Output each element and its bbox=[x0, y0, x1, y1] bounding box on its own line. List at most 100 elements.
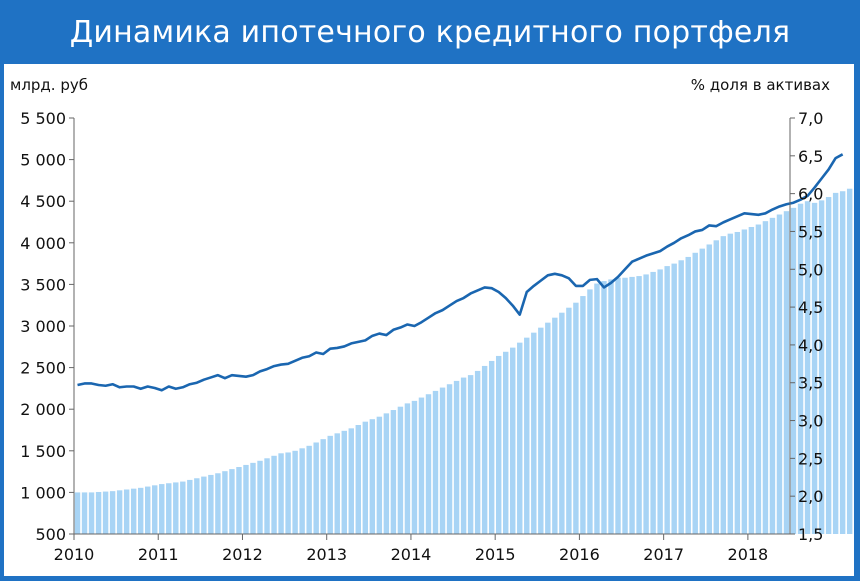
bar-mark bbox=[222, 471, 228, 534]
bar-mark bbox=[797, 203, 804, 534]
bar-mark bbox=[292, 450, 298, 534]
bar-mark bbox=[95, 491, 102, 534]
bar-mark bbox=[257, 460, 263, 534]
bar-mark bbox=[390, 410, 397, 534]
bar-mark bbox=[580, 296, 586, 534]
x-tick-label: 2012 bbox=[222, 545, 263, 564]
bar-mark bbox=[811, 202, 818, 535]
bar-mark bbox=[418, 397, 425, 534]
bar-mark bbox=[699, 248, 705, 534]
bar-mark bbox=[446, 384, 453, 534]
bar-mark bbox=[320, 439, 326, 534]
bar-mark bbox=[81, 492, 88, 534]
left-tick-label: 500 bbox=[35, 525, 66, 544]
bar-mark bbox=[145, 486, 151, 534]
bar-mark bbox=[846, 188, 853, 534]
bar-mark bbox=[671, 263, 677, 534]
bar-mark bbox=[783, 211, 790, 534]
bar-mark bbox=[173, 482, 179, 534]
left-tick-label: 1 500 bbox=[20, 442, 66, 461]
x-tick-label: 2013 bbox=[306, 545, 347, 564]
bar-mark bbox=[327, 435, 333, 534]
bar-mark bbox=[573, 302, 579, 534]
plot-panel: 5 500 5 000 4 500 4 000 3 500 3 000 2 500 2 000… bbox=[4, 64, 854, 576]
right-tick-label: 5,0 bbox=[798, 260, 823, 279]
right-tick-label: 7,0 bbox=[798, 109, 823, 128]
bar-mark bbox=[376, 416, 383, 534]
bar-mark bbox=[285, 452, 291, 534]
bar-mark bbox=[601, 281, 607, 534]
bar-mark bbox=[587, 289, 593, 534]
left-tick-label: 5 000 bbox=[20, 151, 66, 170]
bar-mark bbox=[531, 332, 537, 534]
x-tick-label: 2014 bbox=[391, 545, 432, 564]
right-tick-label: 5,5 bbox=[798, 222, 823, 241]
bar-mark bbox=[74, 492, 81, 534]
bar-mark bbox=[201, 476, 207, 534]
bar-mark bbox=[474, 370, 481, 534]
bar-mark bbox=[713, 240, 719, 535]
bar-mark bbox=[769, 217, 776, 534]
chart-svg: 5 500 5 000 4 500 4 000 3 500 3 000 2 500 2 000… bbox=[10, 76, 854, 564]
bar-mark bbox=[727, 233, 734, 534]
right-tick-label: 4,0 bbox=[798, 336, 823, 355]
x-tick-label: 2018 bbox=[728, 545, 769, 564]
bar-mark bbox=[552, 317, 558, 534]
bar-mark bbox=[706, 244, 712, 534]
bar-mark bbox=[271, 455, 277, 534]
bar-mark bbox=[510, 347, 516, 534]
bar-mark bbox=[362, 421, 369, 534]
right-tick-label: 2,0 bbox=[798, 487, 823, 506]
bar-mark bbox=[299, 448, 305, 534]
bar-mark bbox=[503, 351, 509, 534]
bar-mark bbox=[341, 430, 347, 534]
right-tick-label: 2,5 bbox=[798, 449, 823, 468]
bar-mark bbox=[495, 355, 502, 534]
bar-mark bbox=[229, 469, 235, 534]
bar-mark bbox=[397, 406, 404, 534]
bar-mark bbox=[264, 458, 270, 534]
bar-mark bbox=[650, 271, 656, 534]
bar-mark bbox=[432, 390, 439, 534]
x-tick-label: 2010 bbox=[54, 545, 95, 564]
bar-mark bbox=[762, 221, 769, 535]
bar-mark bbox=[832, 192, 839, 534]
bar-mark bbox=[250, 462, 256, 534]
bar-mark bbox=[825, 197, 832, 535]
bar-mark bbox=[439, 387, 446, 534]
bar-mark bbox=[215, 473, 221, 534]
series-line bbox=[77, 153, 844, 392]
bar-mark bbox=[306, 445, 312, 534]
bar-mark bbox=[741, 229, 748, 535]
x-tick-label: 2016 bbox=[559, 545, 600, 564]
bar-mark bbox=[243, 464, 249, 534]
bar-mark bbox=[116, 490, 123, 534]
bar-mark bbox=[734, 231, 741, 535]
bar-mark bbox=[790, 207, 797, 535]
bar-mark bbox=[748, 226, 755, 535]
bar-mark bbox=[313, 442, 319, 534]
bar-mark bbox=[839, 191, 846, 534]
bar-mark bbox=[517, 342, 523, 534]
right-axis-unit: % доля в активах bbox=[691, 76, 830, 94]
bar-mark bbox=[152, 485, 158, 534]
bar-mark bbox=[467, 375, 474, 534]
x-tick-label: 2017 bbox=[643, 545, 684, 564]
bar-mark bbox=[664, 266, 670, 534]
bar-mark bbox=[460, 377, 467, 534]
left-axis-unit: млрд. руб bbox=[10, 76, 88, 94]
x-tick-label: 2015 bbox=[475, 545, 516, 564]
bar-mark bbox=[411, 400, 418, 534]
right-tick-label: 3,0 bbox=[798, 412, 823, 431]
right-tick-label: 3,5 bbox=[798, 374, 823, 393]
bar-mark bbox=[369, 419, 376, 534]
bar-mark bbox=[608, 279, 614, 534]
right-tick-label: 6,5 bbox=[798, 147, 823, 166]
bar-mark bbox=[278, 453, 284, 534]
bar-mark bbox=[348, 428, 354, 534]
bar-mark bbox=[130, 488, 137, 534]
right-tick-label: 1,5 bbox=[798, 525, 823, 544]
bar-mark bbox=[538, 327, 544, 534]
bar-mark bbox=[643, 274, 649, 534]
